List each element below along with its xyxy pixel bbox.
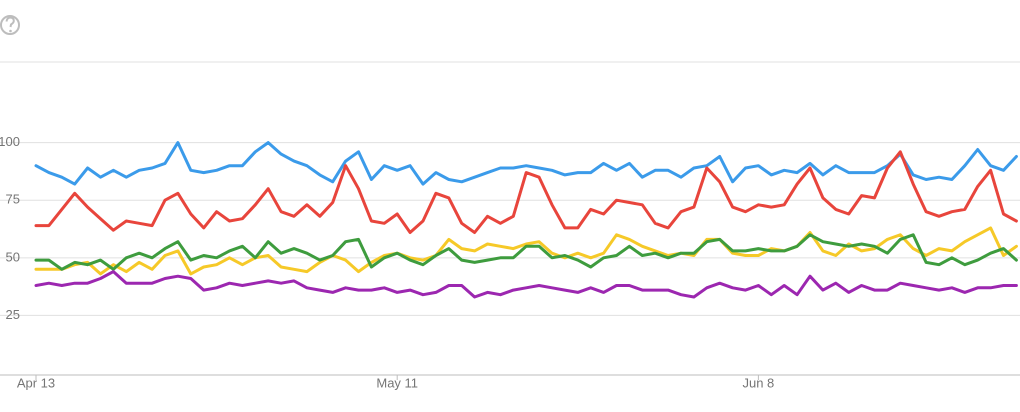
y-tick-label: 50	[6, 249, 20, 264]
y-tick-label: 25	[6, 307, 20, 322]
y-tick-label: 100	[0, 134, 20, 149]
x-tick-label: Jun 8	[742, 375, 774, 390]
series-line	[34, 141, 1018, 186]
y-tick-label: 75	[6, 192, 20, 207]
help-glyph	[5, 16, 15, 28]
x-tick-label: Apr 13	[17, 375, 55, 390]
series-line	[34, 270, 1018, 299]
x-tick-label: May 11	[376, 375, 418, 390]
series-line	[34, 233, 1018, 271]
series-line	[34, 150, 1018, 234]
help-icon[interactable]	[0, 15, 20, 35]
help-dot	[9, 29, 12, 33]
help-circle	[0, 15, 20, 35]
